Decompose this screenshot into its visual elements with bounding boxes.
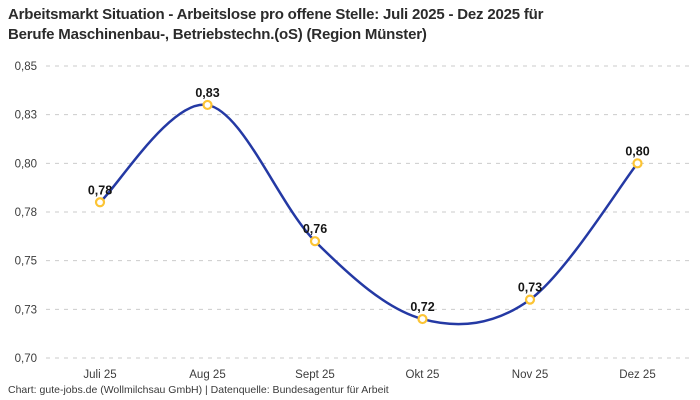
series-line: [98, 103, 639, 326]
data-point-value-label: 0,72: [410, 300, 434, 314]
y-axis-tick-label: 0,73: [15, 304, 37, 316]
y-axis-tick-label: 0,75: [15, 256, 37, 268]
line-chart-svg: 0,70 0,73 0,75 0,78 0,80 0,83 0,85 Juli 25 Aug 2…: [15, 61, 694, 381]
x-axis-tick-label: Okt 25: [406, 369, 440, 381]
data-point-marker: [309, 236, 321, 247]
x-axis-tick-label: Juli 25: [83, 369, 116, 381]
data-point-value-label: 0,76: [303, 222, 327, 236]
y-axis-tick-label: 0,78: [15, 207, 37, 219]
y-axis-tick-label: 0,80: [15, 158, 37, 170]
data-point-value-label: 0,83: [195, 86, 219, 100]
y-axis-tick-label: 0,85: [15, 61, 37, 73]
y-axis-tick-label: 0,83: [15, 110, 37, 122]
data-point-marker: [202, 99, 213, 111]
data-point-marker: [632, 158, 643, 169]
x-axis-tick-label: Sept 25: [295, 369, 335, 381]
data-point-marker: [524, 294, 536, 305]
chart-title: Arbeitsmarkt Situation - Arbeitslose pro…: [8, 6, 544, 43]
y-axis-tick-label: 0,70: [15, 353, 37, 365]
data-point-value-label: 0,80: [625, 144, 649, 158]
data-point-value-label: 0,78: [88, 183, 112, 197]
chart-source-attribution: Chart: gute-jobs.de (Wollmilchsau GmbH) …: [8, 384, 389, 396]
data-point-marker: [94, 197, 106, 208]
x-axis-tick-label: Aug 25: [189, 369, 225, 381]
data-point-value-label: 0,73: [518, 281, 542, 295]
x-axis-tick-label: Nov 25: [512, 369, 548, 381]
x-axis-tick-label: Dez 25: [619, 369, 655, 381]
data-point-marker: [417, 313, 428, 325]
